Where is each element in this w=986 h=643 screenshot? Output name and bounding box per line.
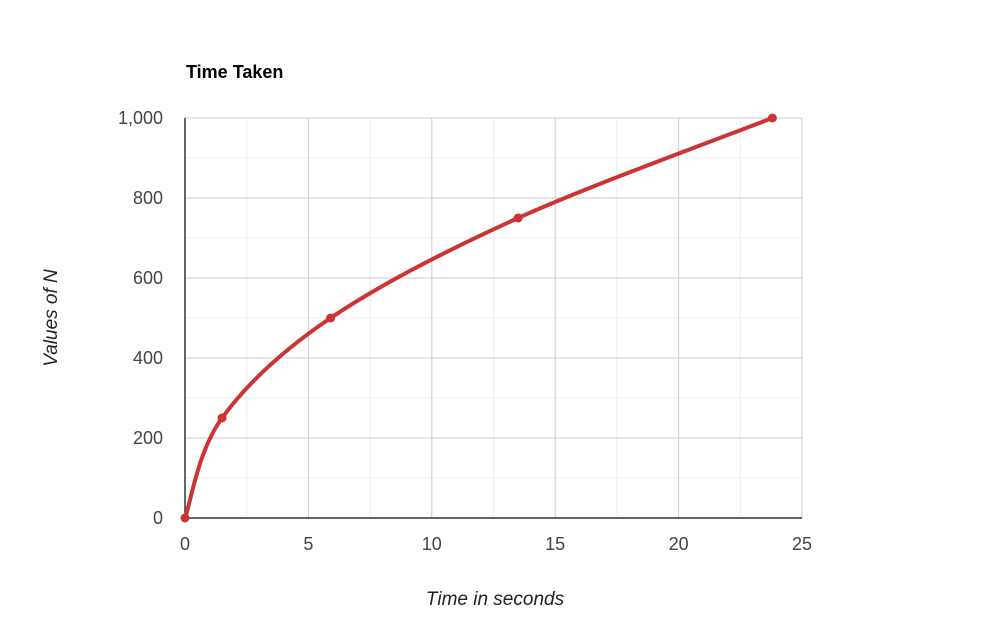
y-tick-label: 1,000 <box>118 108 163 128</box>
data-point[interactable] <box>767 113 777 123</box>
axes <box>184 118 802 519</box>
x-tick-label: 0 <box>180 534 190 554</box>
series-line <box>183 116 775 520</box>
y-tick-label: 200 <box>133 428 163 448</box>
y-tick-label: 0 <box>153 508 163 528</box>
series-layer <box>180 113 777 523</box>
data-point[interactable] <box>513 213 523 223</box>
y-tick-label: 400 <box>133 348 163 368</box>
tick-labels: 0 5 10 15 20 25 0 200 400 600 800 1,000 <box>118 108 812 554</box>
data-point[interactable] <box>326 313 336 323</box>
data-point[interactable] <box>217 413 227 423</box>
data-point[interactable] <box>180 513 190 523</box>
gridlines <box>185 117 803 518</box>
x-axis-title: Time in seconds <box>426 589 565 610</box>
x-tick-label: 15 <box>545 534 565 554</box>
x-tick-label: 5 <box>303 534 313 554</box>
x-tick-label: 10 <box>422 534 442 554</box>
y-tick-label: 600 <box>133 268 163 288</box>
y-axis-title: Values of N <box>41 269 62 367</box>
chart-title: Time Taken <box>186 62 283 82</box>
y-tick-label: 800 <box>133 188 163 208</box>
x-tick-label: 20 <box>669 534 689 554</box>
x-tick-label: 25 <box>792 534 812 554</box>
